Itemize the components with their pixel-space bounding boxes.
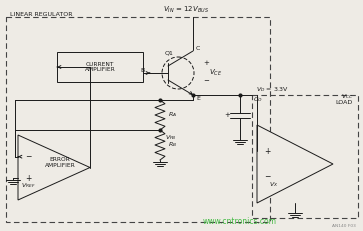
Text: +: + (203, 60, 209, 66)
Text: ERROR
AMPLIFIER: ERROR AMPLIFIER (45, 157, 76, 168)
Text: www.cntronics.com: www.cntronics.com (203, 218, 277, 227)
Polygon shape (18, 135, 90, 200)
Text: Q1: Q1 (165, 51, 174, 55)
Text: $V_D$ = 3.3V: $V_D$ = 3.3V (256, 85, 289, 94)
Text: AN140 F03: AN140 F03 (332, 224, 356, 228)
Text: B: B (141, 67, 145, 73)
Text: −: − (203, 78, 209, 84)
Text: E: E (196, 95, 200, 100)
Text: LINEAR REGULATOR: LINEAR REGULATOR (10, 12, 73, 16)
Polygon shape (257, 125, 333, 203)
Text: +: + (25, 174, 31, 183)
Text: $V_{CE}$: $V_{CE}$ (209, 68, 222, 78)
Text: −: − (25, 152, 31, 161)
Text: $R_A$: $R_A$ (168, 111, 177, 119)
Bar (6, 17, 270, 222)
Text: CURRENT
AMPLIFIER: CURRENT AMPLIFIER (85, 62, 115, 72)
Text: $V_{IN}$ = 12$V_{BUS}$: $V_{IN}$ = 12$V_{BUS}$ (163, 5, 209, 15)
Text: $V_{FB}$: $V_{FB}$ (165, 133, 176, 142)
Bar (252, 95, 358, 218)
Text: +: + (264, 146, 270, 155)
Text: $V_{REF}$: $V_{REF}$ (21, 181, 36, 190)
Text: $V_{CC}$: $V_{CC}$ (340, 93, 353, 101)
Text: −: − (264, 173, 270, 182)
Bar (57, 52, 143, 82)
Text: LOAD: LOAD (336, 100, 353, 106)
Text: +: + (224, 112, 230, 118)
Text: $V_X$: $V_X$ (269, 181, 278, 189)
Text: $R_B$: $R_B$ (168, 140, 177, 149)
Text: C: C (196, 46, 200, 51)
Text: $C_O$: $C_O$ (253, 96, 262, 104)
